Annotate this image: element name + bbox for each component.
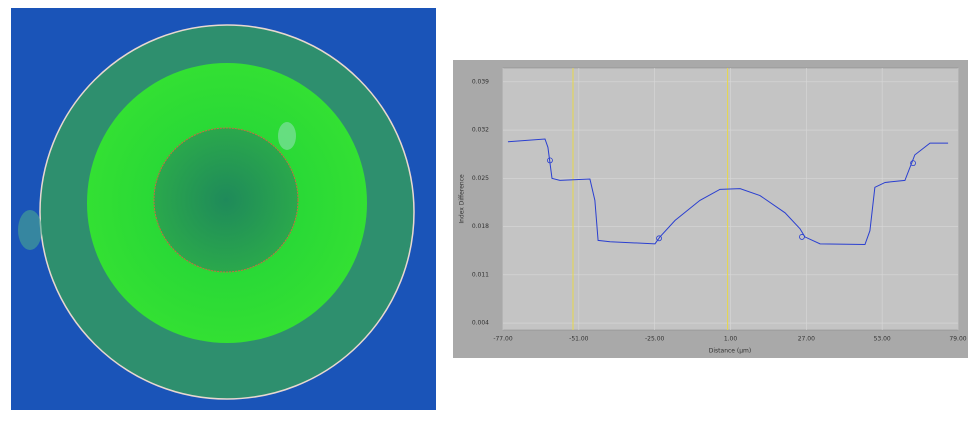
y-tick-label: 0.025 [472, 175, 489, 182]
x-axis-title: Distance (µm) [709, 348, 752, 355]
plot: 0.004 0.011 0.018 0.025 0.032 0.039 -77.00 -51.… [472, 68, 967, 343]
x-tick-label: -77.00 [493, 336, 513, 343]
x-tick-label: -25.00 [645, 336, 665, 343]
y-tick-label: 0.004 [472, 320, 489, 327]
core [153, 127, 299, 273]
artifact [278, 122, 296, 150]
x-tick-label: 27.00 [798, 336, 815, 343]
x-tick-label: 53.00 [874, 336, 891, 343]
y-tick-label: 0.032 [472, 127, 489, 134]
y-axis-title: Index Difference [459, 174, 466, 224]
y-tick-label: 0.018 [472, 223, 489, 230]
y-tick-label: 0.011 [472, 271, 489, 278]
fiber-image [11, 8, 436, 410]
profile-marker [656, 235, 662, 242]
x-tick-label: 79.00 [949, 336, 966, 343]
profile-marker [910, 160, 916, 167]
artifact [18, 210, 42, 250]
y-tick-label: 0.039 [472, 78, 489, 85]
profile-marker [547, 157, 553, 164]
x-tick-label: -51.00 [569, 336, 589, 343]
profile-line [507, 138, 949, 246]
profile-marker [799, 234, 805, 240]
x-tick-label: 1.00 [724, 336, 738, 343]
